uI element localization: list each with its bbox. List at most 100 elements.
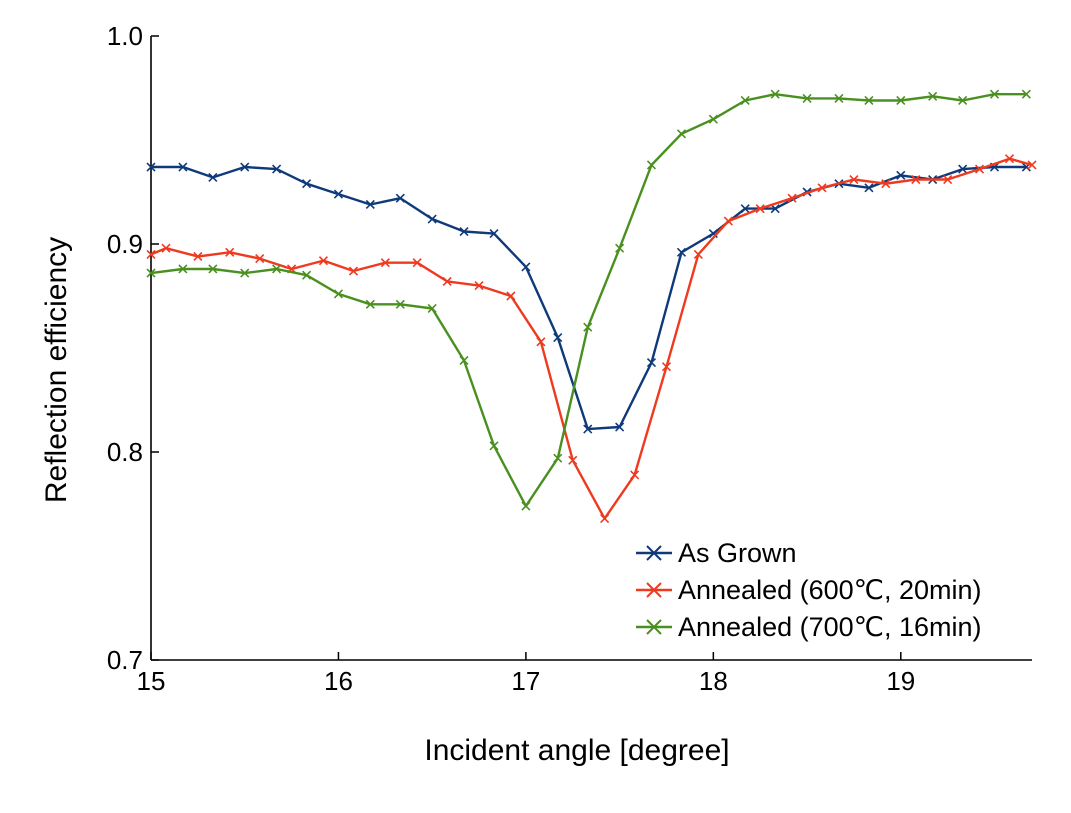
data-point-marker (1004, 154, 1015, 164)
data-point-marker (864, 95, 874, 106)
data-point-marker (255, 253, 265, 264)
data-point-marker (802, 93, 812, 103)
data-point-marker (723, 216, 733, 226)
data-point-marker (225, 247, 235, 257)
data-point-marker (146, 162, 156, 172)
data-point-marker (770, 89, 780, 99)
legend-swatch-marker (646, 582, 662, 598)
y-tick-label: 0.8 (107, 437, 143, 467)
data-point-marker (489, 229, 499, 239)
legend: As Grown Annealed (600℃, 20min) Annealed (… (636, 538, 982, 642)
data-point-marker (365, 199, 375, 210)
legend-label: Annealed (600℃, 20min) (678, 575, 982, 605)
data-point-marker (146, 268, 156, 278)
data-point-marker (240, 162, 250, 172)
legend-swatch-marker (646, 619, 662, 635)
y-axis-title: Reflection efficiency (40, 237, 73, 503)
data-point-marker (395, 193, 405, 203)
x-tick-label: 18 (699, 666, 728, 696)
legend-label: Annealed (700℃, 16min) (678, 612, 982, 642)
data-point-marker (615, 243, 625, 253)
data-point-marker (365, 299, 375, 309)
data-point-marker (459, 226, 469, 237)
data-point-marker (521, 262, 531, 272)
axis-ticks: 15 16 17 18 19 0.7 0.8 0.9 1.0 (107, 21, 915, 696)
legend-item: Annealed (700℃, 16min) (636, 612, 982, 642)
legend-label: As Grown (678, 538, 797, 568)
data-point-marker (427, 303, 437, 314)
x-tick-label: 16 (324, 666, 353, 696)
data-point-marker (646, 357, 657, 368)
series-line (150, 92, 1027, 508)
data-point-marker (272, 264, 282, 274)
data-point-marker (864, 183, 874, 193)
series-3 (146, 89, 1031, 511)
data-point-marker (755, 204, 765, 214)
data-point-marker (442, 276, 452, 287)
plot-area: 15 16 17 18 19 0.7 0.8 0.9 1.0 (107, 21, 1037, 696)
data-point-marker (178, 162, 188, 172)
series-1 (146, 162, 1031, 434)
legend-item: As Grown (636, 538, 797, 568)
data-point-marker (568, 455, 578, 465)
data-point-marker (506, 291, 516, 301)
data-point-marker (412, 258, 422, 268)
data-point-marker (881, 179, 891, 189)
data-point-marker (208, 264, 218, 274)
data-point-marker (676, 247, 687, 257)
series-line (150, 157, 1033, 520)
data-point-marker (348, 266, 359, 276)
data-point-marker (208, 172, 218, 183)
data-point-marker (817, 183, 827, 193)
data-point-marker (740, 95, 750, 106)
data-point-marker (583, 322, 593, 332)
data-point-marker (1021, 89, 1031, 99)
data-point-marker (834, 93, 844, 103)
data-point-marker (787, 193, 797, 203)
data-point-marker (693, 249, 703, 259)
x-tick-label: 19 (886, 666, 915, 696)
data-point-marker (333, 189, 344, 199)
data-point-marker (302, 179, 312, 189)
data-point-marker (553, 333, 563, 343)
data-point-marker (911, 174, 921, 185)
data-point-marker (302, 270, 312, 280)
data-point-marker (272, 164, 282, 174)
data-point-marker (553, 453, 563, 463)
data-point-marker (615, 422, 625, 432)
series-lines (146, 89, 1037, 524)
series-2 (146, 154, 1037, 524)
data-point-marker (708, 114, 718, 124)
data-point-marker (896, 170, 906, 180)
data-point-marker (896, 95, 906, 106)
data-point-marker (943, 174, 953, 185)
data-point-marker (600, 513, 610, 524)
x-tick-label: 17 (511, 666, 540, 696)
data-point-marker (333, 289, 344, 299)
y-tick-label: 0.9 (107, 229, 143, 259)
x-tick-label: 15 (137, 666, 166, 696)
data-point-marker (521, 501, 531, 511)
legend-swatch-marker (646, 545, 662, 561)
data-point-marker (770, 204, 780, 214)
data-point-marker (474, 281, 484, 291)
data-point-marker (958, 164, 968, 174)
data-point-marker (427, 214, 437, 224)
data-point-marker (646, 160, 657, 170)
data-point-marker (974, 164, 985, 174)
data-point-marker (583, 424, 593, 434)
data-point-marker (395, 299, 405, 309)
data-point-marker (489, 441, 499, 451)
y-tick-label: 1.0 (107, 21, 143, 51)
data-point-marker (1027, 160, 1037, 170)
data-point-marker (630, 470, 640, 480)
data-point-marker (380, 258, 390, 268)
data-point-marker (676, 129, 687, 139)
data-point-marker (849, 174, 859, 185)
data-point-marker (958, 95, 968, 106)
data-point-marker (928, 91, 938, 101)
data-point-marker (740, 204, 750, 214)
data-point-marker (318, 256, 329, 266)
